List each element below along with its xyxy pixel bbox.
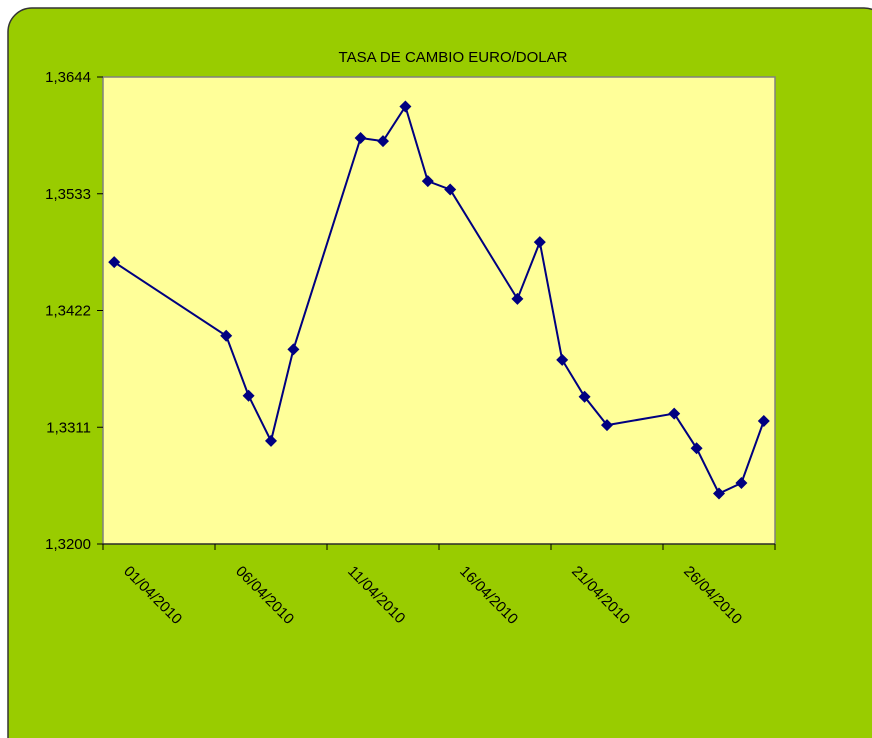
y-tick-label: 1,3311 (46, 419, 91, 436)
marker (668, 407, 681, 420)
y-tick-label: 1,3422 (45, 303, 91, 320)
marker (444, 183, 457, 196)
plot-area (102, 76, 776, 545)
marker (533, 236, 546, 249)
marker (108, 256, 121, 269)
marker (690, 442, 703, 455)
y-tick-label: 1,3200 (45, 536, 91, 553)
marker (421, 175, 434, 188)
marker (242, 389, 255, 402)
marker (735, 476, 748, 489)
marker (265, 434, 277, 447)
marker (354, 132, 367, 145)
marker (377, 135, 389, 148)
y-tick-label: 1,3533 (45, 186, 91, 203)
marker (287, 343, 300, 356)
marker (556, 353, 569, 366)
y-tick-label: 1,3644 (45, 69, 91, 86)
marker (601, 419, 613, 432)
line (113, 104, 765, 495)
marker (399, 100, 412, 113)
marker (757, 414, 770, 427)
marker (578, 390, 591, 403)
marker (220, 329, 233, 342)
marker (713, 487, 725, 500)
chart-title: TASA DE CAMBIO EURO/DOLAR (339, 49, 568, 66)
marker (511, 292, 524, 305)
